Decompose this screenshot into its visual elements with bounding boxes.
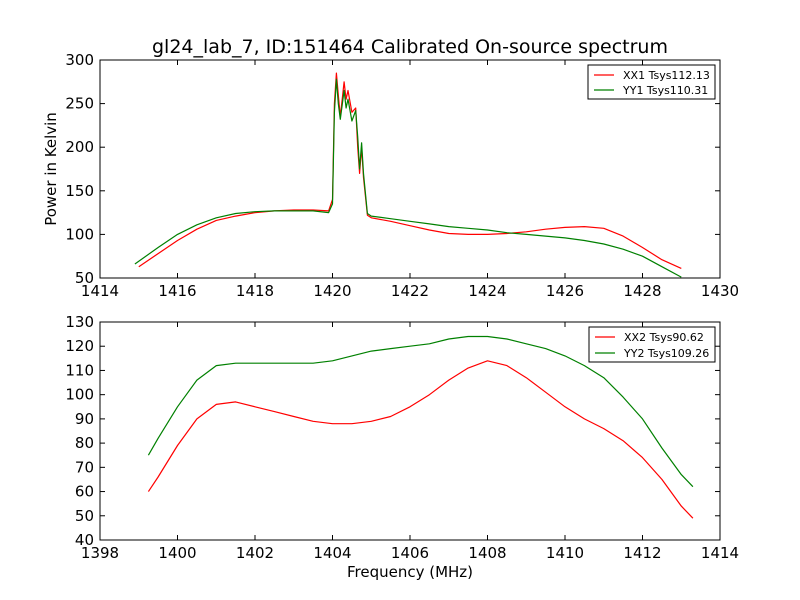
legend-label-xx2: XX2 Tsys90.62	[624, 331, 704, 344]
y-axis-label-1: Power in Kelvin	[42, 112, 60, 226]
x-tick-label: 1424	[468, 282, 506, 300]
x-tick-label: 1408	[468, 544, 506, 562]
x-tick-label: 1418	[236, 282, 274, 300]
x-tick-label: 1414	[701, 544, 739, 562]
y-tick-label: 60	[75, 483, 94, 501]
y-tick-label: 200	[65, 138, 94, 156]
legend-label-yy2: YY2 Tsys109.26	[623, 347, 709, 360]
x-tick-label: 1416	[158, 282, 196, 300]
y-tick-label: 100	[65, 225, 94, 243]
y-tick-label: 90	[75, 410, 94, 428]
y-tick-label: 110	[65, 361, 94, 379]
x-tick-label: 1428	[623, 282, 661, 300]
x-tick-label: 1410	[546, 544, 584, 562]
series-layer-2	[147, 335, 694, 519]
x-tick-label: 1420	[313, 282, 351, 300]
series-line-2-2	[147, 335, 694, 488]
legend-box-1	[587, 64, 716, 100]
legend-1: XX1 Tsys112.13 YY1 Tsys110.31	[587, 64, 716, 100]
legend-box-2	[588, 326, 716, 363]
spectrum-chart-1: 1414 1416 1418 1420 1422 1424 1426 1428 1430 50 10…	[42, 51, 739, 300]
y-tick-label: 300	[65, 51, 94, 69]
x-tick-label: 1422	[391, 282, 429, 300]
y-tick-label: 80	[75, 434, 94, 452]
y-tick-label: 100	[65, 386, 94, 404]
y-tick-label: 250	[65, 95, 94, 113]
legend-2: XX2 Tsys90.62 YY2 Tsys109.26	[588, 326, 716, 363]
ticks-layer-2: 1398 1400 1402 1404 1406 1408 1410 1412 1414 40 50…	[65, 313, 739, 562]
series-layer-1	[134, 72, 682, 278]
y-tick-label: 50	[75, 269, 94, 287]
x-tick-label: 1414	[81, 282, 119, 300]
series-line-1-2	[134, 78, 682, 278]
legend-label-yy1: YY1 Tsys110.31	[622, 84, 708, 97]
y-tick-label: 120	[65, 337, 94, 355]
y-tick-label: 130	[65, 313, 94, 331]
x-tick-label: 1398	[81, 544, 119, 562]
x-tick-label: 1426	[546, 282, 584, 300]
x-tick-label: 1404	[313, 544, 351, 562]
y-tick-label: 70	[75, 458, 94, 476]
spectrum-chart-2: 1398 1400 1402 1404 1406 1408 1410 1412 1414 40 50…	[65, 313, 739, 581]
ticks-layer-1: 1414 1416 1418 1420 1422 1424 1426 1428 1430 50 10…	[65, 51, 739, 300]
x-tick-label: 1406	[391, 544, 429, 562]
y-tick-label: 50	[75, 507, 94, 525]
x-tick-label: 1412	[623, 544, 661, 562]
x-tick-label: 1430	[701, 282, 739, 300]
x-tick-label: 1402	[236, 544, 274, 562]
legend-label-xx1: XX1 Tsys112.13	[623, 69, 710, 82]
series-line-2-1	[147, 360, 694, 519]
chart-title: gl24_lab_7, ID:151464 Calibrated On-sour…	[152, 36, 668, 58]
y-tick-label: 40	[75, 531, 94, 549]
x-axis-label-2: Frequency (MHz)	[347, 563, 473, 581]
x-tick-label: 1400	[158, 544, 196, 562]
y-tick-label: 150	[65, 182, 94, 200]
